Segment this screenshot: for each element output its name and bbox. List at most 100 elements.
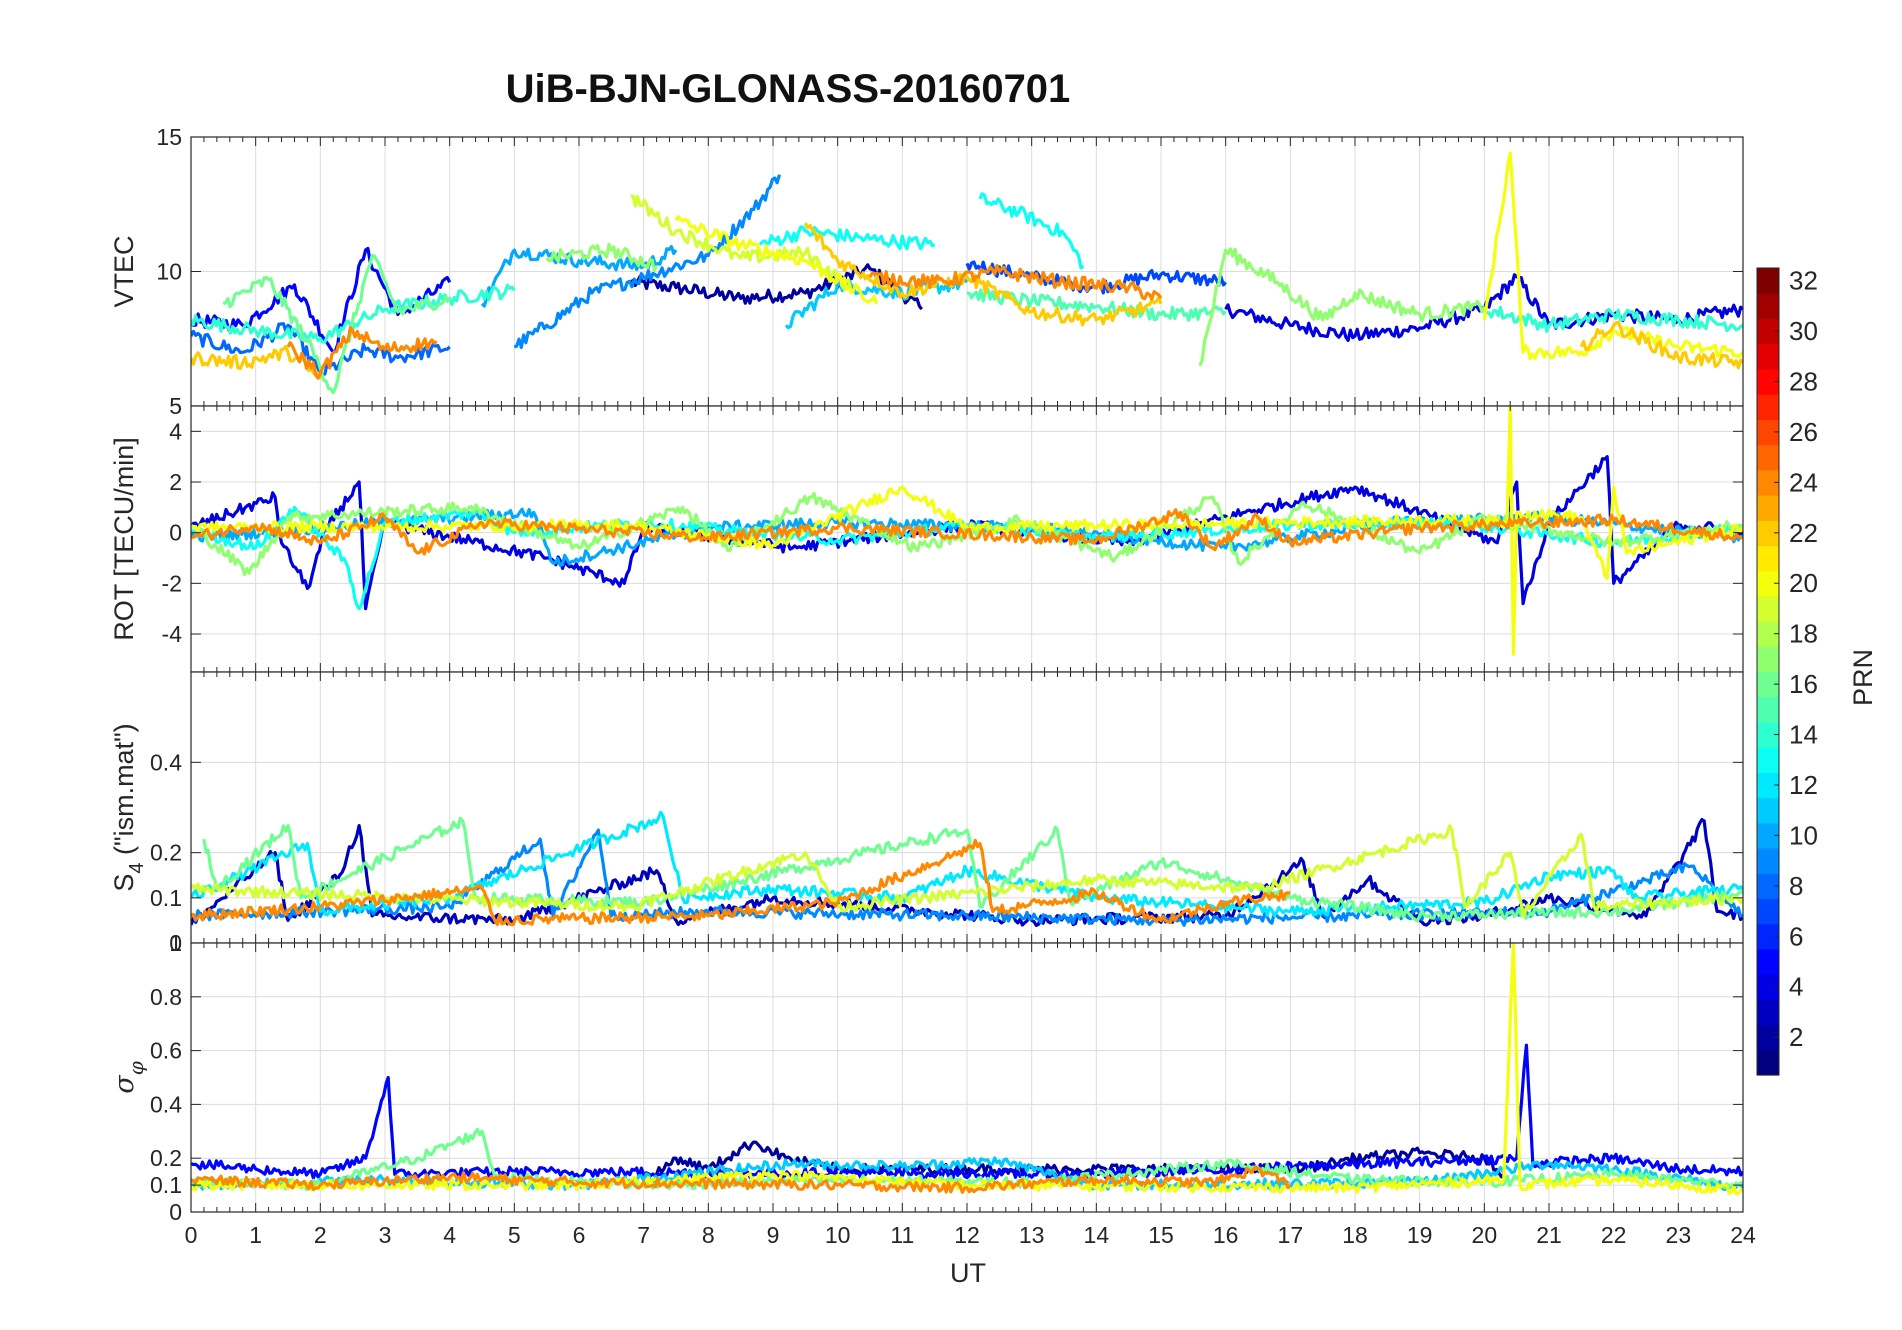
series-line-prn-24: [191, 838, 1291, 927]
colorbar-segment: [1757, 696, 1779, 723]
series-line-prn-19: [191, 824, 1743, 918]
x-tick-label: 22: [1601, 1222, 1627, 1248]
chart-title: UiB-BJN-GLONASS-20160701: [506, 67, 1071, 111]
series-line-prn-17: [1198, 247, 1486, 367]
x-tick-label: 16: [1213, 1222, 1239, 1248]
colorbar-segment: [1757, 848, 1779, 874]
colorbar-label: PRN: [1848, 649, 1878, 706]
colorbar-segment: [1757, 621, 1779, 647]
panel-rot: -4 -2 0 2 4 ROT [TECU/min]: [109, 405, 1744, 673]
colorbar-segment: [1757, 974, 1779, 1000]
y-tick-label: 0.4: [150, 1091, 182, 1117]
x-tick-label: 5: [508, 1222, 521, 1248]
colorbar-segment: [1757, 822, 1779, 849]
series-line-prn-20: [191, 943, 1743, 1196]
colorbar-segment: [1757, 545, 1779, 572]
colorbar-segment: [1757, 1049, 1779, 1076]
y-axis-label-rot: ROT [TECU/min]: [109, 437, 139, 641]
x-tick-label: 12: [954, 1222, 980, 1248]
y-axis-label-s4: S4 ("ism.mat"): [109, 723, 148, 891]
colorbar-segment: [1757, 368, 1779, 395]
colorbar-tick-label: 30: [1789, 316, 1818, 346]
colorbar-segment: [1757, 797, 1779, 824]
series-line-prn-19: [630, 194, 853, 291]
series-line-prn-24: [286, 326, 438, 380]
x-tick-label: 15: [1148, 1222, 1174, 1248]
y-tick-label: 0: [169, 520, 182, 546]
colorbar-segment: [1757, 343, 1779, 370]
series-group: [191, 810, 1743, 927]
x-tick-label: 0: [185, 1222, 198, 1248]
series-group: [191, 406, 1743, 656]
panel-s4: 0 0.1 0.2 0.4S4 ("ism.mat"): [109, 671, 1744, 956]
series-line-prn-14: [1482, 305, 1743, 333]
y-tick-label: 0.2: [150, 1145, 182, 1171]
colorbar-frame: [1756, 267, 1780, 1076]
colorbar-segment: [1757, 520, 1779, 547]
x-tick-label: 14: [1084, 1222, 1110, 1248]
series-line-prn-16: [222, 253, 451, 395]
series-line-prn-16: [202, 816, 1743, 923]
y-tick-label: 0.1: [150, 885, 182, 911]
colorbar-tick-label: 22: [1789, 518, 1818, 548]
colorbar-segment: [1757, 293, 1779, 320]
series-line-prn-24: [868, 264, 1163, 301]
colorbar-segment: [1757, 595, 1779, 622]
colorbar-segment: [1757, 570, 1779, 597]
x-tick-label: 8: [702, 1222, 715, 1248]
x-tick-label: 24: [1730, 1222, 1756, 1248]
y-tick-label: -4: [162, 621, 183, 647]
x-tick-label: 1: [249, 1222, 262, 1248]
colorbar-tick-label: 8: [1789, 871, 1803, 901]
colorbar-tick-label: 4: [1789, 972, 1803, 1002]
colorbar-segment: [1757, 898, 1779, 925]
series-line-prn-13: [758, 225, 936, 251]
colorbar-segment: [1757, 646, 1779, 673]
series-line-prn-12: [191, 810, 1743, 918]
y-tick-label: 0.2: [150, 840, 182, 866]
y-tick-label: 0.8: [150, 984, 182, 1010]
x-tick-label: 10: [825, 1222, 851, 1248]
y-tick-label: 2: [169, 469, 182, 495]
colorbar-segment: [1757, 419, 1779, 446]
y-axis-label-vtec: VTEC: [109, 235, 139, 307]
colorbar-tick-label: 18: [1789, 619, 1818, 649]
y-tick-label: 1: [169, 930, 182, 956]
x-tick-label: 21: [1536, 1222, 1562, 1248]
y-tick-label: 5: [169, 393, 182, 419]
y-tick-label: 4: [169, 418, 182, 444]
series-line-prn-20: [1482, 151, 1743, 361]
colorbar-tick-label: 12: [1789, 770, 1818, 800]
x-tick-label: 17: [1278, 1222, 1304, 1248]
y-tick-label: 0.1: [150, 1172, 182, 1198]
colorbar-tick-label: 20: [1789, 568, 1818, 598]
colorbar-segment: [1757, 923, 1779, 950]
y-axis-label-sigphi: σφ: [109, 1061, 148, 1093]
series-line-prn-22: [803, 222, 1163, 327]
colorbar-tick-label: 16: [1789, 669, 1818, 699]
colorbar-tick-label: 6: [1789, 921, 1803, 951]
series-line-prn-24: [191, 1165, 1292, 1194]
colorbar-tick-label: 26: [1789, 417, 1818, 447]
y-tick-label: 0.4: [150, 749, 182, 775]
colorbar-tick-label: 24: [1789, 467, 1818, 497]
colorbar-segment: [1757, 268, 1779, 294]
series-line-prn-17: [545, 242, 659, 273]
colorbar-tick-label: 32: [1789, 266, 1818, 296]
colorbar-segment: [1757, 873, 1779, 900]
y-tick-label: 15: [156, 124, 182, 150]
series-line-prn-24: [191, 508, 1743, 556]
x-tick-label: 23: [1666, 1222, 1692, 1248]
series-group: [191, 151, 1743, 395]
colorbar-segment: [1757, 469, 1779, 496]
colorbar-segment: [1757, 721, 1779, 748]
x-tick-label: 4: [443, 1222, 456, 1248]
series-line-prn-13: [978, 192, 1085, 270]
series-line-prn-9: [513, 174, 782, 349]
x-axis-label: UT: [950, 1258, 986, 1288]
y-tick-label: 0: [169, 930, 182, 956]
colorbar-segment: [1757, 671, 1779, 698]
x-tick-label: 11: [890, 1222, 914, 1248]
